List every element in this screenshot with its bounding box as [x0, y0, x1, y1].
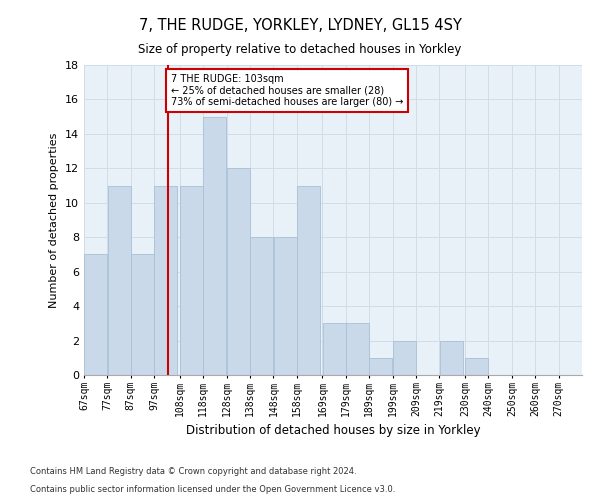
Bar	[131, 254, 154, 375]
Text: 7, THE RUDGE, YORKLEY, LYDNEY, GL15 4SY: 7, THE RUDGE, YORKLEY, LYDNEY, GL15 4SY	[139, 18, 461, 32]
Bar	[250, 237, 273, 375]
Bar	[393, 340, 416, 375]
Text: Contains HM Land Registry data © Crown copyright and database right 2024.: Contains HM Land Registry data © Crown c…	[30, 467, 356, 476]
Bar	[180, 186, 203, 375]
Bar	[297, 186, 320, 375]
Bar	[466, 358, 488, 375]
Bar	[323, 324, 346, 375]
Bar	[227, 168, 250, 375]
Bar	[440, 340, 463, 375]
Bar	[274, 237, 296, 375]
Text: 7 THE RUDGE: 103sqm
← 25% of detached houses are smaller (28)
73% of semi-detach: 7 THE RUDGE: 103sqm ← 25% of detached ho…	[170, 74, 403, 107]
Text: Contains public sector information licensed under the Open Government Licence v3: Contains public sector information licen…	[30, 484, 395, 494]
Bar	[346, 324, 369, 375]
Text: Size of property relative to detached houses in Yorkley: Size of property relative to detached ho…	[139, 42, 461, 56]
Y-axis label: Number of detached properties: Number of detached properties	[49, 132, 59, 308]
Bar	[370, 358, 392, 375]
X-axis label: Distribution of detached houses by size in Yorkley: Distribution of detached houses by size …	[185, 424, 481, 437]
Bar	[154, 186, 177, 375]
Bar	[203, 116, 226, 375]
Bar	[84, 254, 107, 375]
Bar	[107, 186, 131, 375]
